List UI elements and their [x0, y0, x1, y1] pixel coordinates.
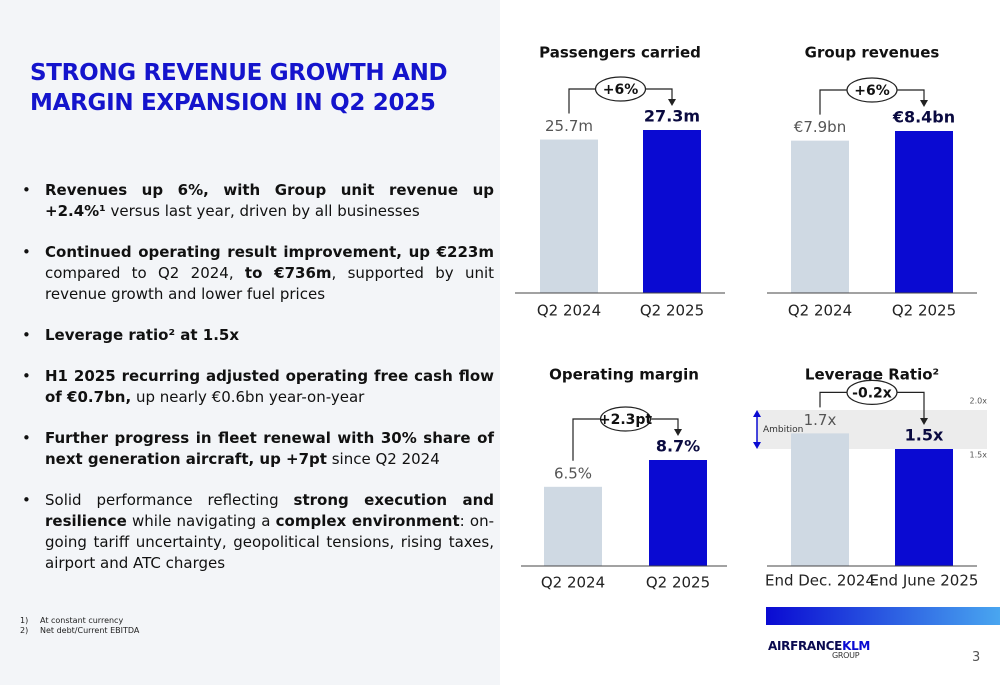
bullet-text: Further progress in fleet renewal with 3… — [45, 429, 494, 468]
bullet-text: while navigating a — [126, 512, 276, 530]
gradient-bar — [766, 607, 1000, 625]
bullet-text: : on-going tariff uncertainty, geopoliti… — [45, 512, 494, 572]
change-arrowhead — [920, 418, 928, 425]
change-arrowhead — [920, 100, 928, 107]
value-label: 1.5x — [905, 426, 944, 445]
chart-title: Leverage Ratio² — [805, 366, 939, 384]
logo-brand2: KLM — [842, 639, 871, 653]
y-tick-label: 2.0x — [970, 397, 988, 406]
bullet-text: since Q2 2024 — [326, 450, 440, 468]
footnote-text: At constant currency — [40, 616, 124, 625]
bullet-text: strong execution and resilience — [45, 491, 494, 530]
footnotes: 1) At constant currency 2) Net debt/Current… — [20, 616, 139, 636]
value-label: 1.7x — [804, 411, 837, 429]
bullet-text: complex environment — [275, 512, 460, 530]
bar — [643, 130, 701, 293]
slide-title: STRONG REVENUE GROWTH AND MARGIN EXPANSI… — [30, 60, 448, 116]
page-number: 3 — [972, 650, 981, 665]
bullet: H1 2025 recurring adjusted operating fre… — [22, 366, 494, 408]
bullet-text: , supported by unit revenue growth and l… — [45, 264, 495, 303]
charts: Passengers carried 25.7m Q2 2024 27.3m Q2 20… — [515, 44, 988, 592]
change-label: -0.2x — [852, 385, 892, 401]
footnote: 2) Net debt/Current EBITDA — [20, 626, 139, 636]
bar — [791, 140, 849, 293]
bullet: Revenues up 6%, with Group unit revenue … — [22, 180, 494, 222]
bullet-list: Revenues up 6%, with Group unit revenue … — [22, 180, 494, 594]
value-label: €7.9bn — [794, 118, 846, 136]
chart-title: Operating margin — [549, 366, 699, 384]
footnote-mark: 2) — [20, 626, 29, 635]
bullet-text: versus last year, driven by all business… — [105, 202, 420, 220]
chart-title: Group revenues — [805, 44, 940, 62]
footnote-text: Net debt/Current EBITDA — [40, 626, 140, 635]
bullet: Leverage ratio² at 1.5x — [22, 325, 494, 346]
logo-group: GROUP — [832, 651, 860, 660]
chart-title: Passengers carried — [539, 44, 701, 62]
value-label: 8.7% — [656, 437, 700, 456]
bullet-text: Solid performance reflecting — [45, 491, 294, 509]
bullet-text: up nearly €0.6bn year-on-year — [131, 388, 365, 406]
x-tick-label: End Dec. 2024 — [765, 572, 875, 590]
footnote-mark: 1) — [20, 616, 29, 625]
x-tick-label: Q2 2024 — [541, 574, 605, 592]
bar — [544, 486, 602, 566]
x-tick-label: End June 2025 — [870, 572, 979, 590]
bar — [895, 131, 953, 293]
change-badge — [846, 77, 898, 103]
bar — [540, 139, 598, 293]
bullet: Solid performance reflecting strong exec… — [22, 490, 494, 574]
bullet-text: H1 2025 recurring adjusted operating fre… — [45, 367, 494, 406]
x-tick-label: Q2 2024 — [537, 302, 601, 320]
bar — [791, 433, 849, 566]
left-panel: STRONG REVENUE GROWTH AND MARGIN EXPANSI… — [0, 0, 500, 685]
bullet-text: compared to Q2 2024, — [45, 264, 245, 282]
bar — [895, 449, 953, 566]
logo-brand: AIRFRANCE — [768, 639, 843, 653]
x-tick-label: Q2 2024 — [788, 302, 852, 320]
x-tick-label: Q2 2025 — [892, 302, 956, 320]
value-label: 25.7m — [545, 117, 593, 135]
value-label: 27.3m — [644, 107, 700, 126]
bullet-text: Continued operating result improvement, … — [45, 243, 494, 261]
x-tick-label: Q2 2025 — [646, 574, 710, 592]
value-label: 6.5% — [554, 464, 592, 482]
change-label: +6% — [603, 82, 639, 98]
logo: AIRFRANCEKLM GROUP — [768, 639, 871, 660]
change-badge — [594, 76, 647, 102]
bar — [649, 460, 707, 566]
footnote: 1) At constant currency — [20, 616, 139, 626]
value-label: €8.4bn — [892, 108, 955, 127]
change-label: +2.3pt — [599, 412, 653, 428]
change-badge — [846, 379, 898, 405]
change-badge — [599, 406, 652, 432]
change-arrowhead — [674, 429, 682, 436]
change-arrowhead — [668, 99, 676, 106]
x-tick-label: Q2 2025 — [640, 302, 704, 320]
band-label: Ambition — [763, 425, 803, 435]
bullet-text: Leverage ratio² at 1.5x — [45, 326, 240, 344]
bullet-text: to €736m — [244, 264, 332, 282]
y-tick-label: 1.5x — [970, 451, 988, 460]
change-label: +6% — [854, 83, 890, 99]
bullet: Continued operating result improvement, … — [22, 242, 494, 305]
bullet-text: Revenues up 6%, with Group unit revenue … — [45, 181, 494, 220]
bullet: Further progress in fleet renewal with 3… — [22, 428, 494, 470]
